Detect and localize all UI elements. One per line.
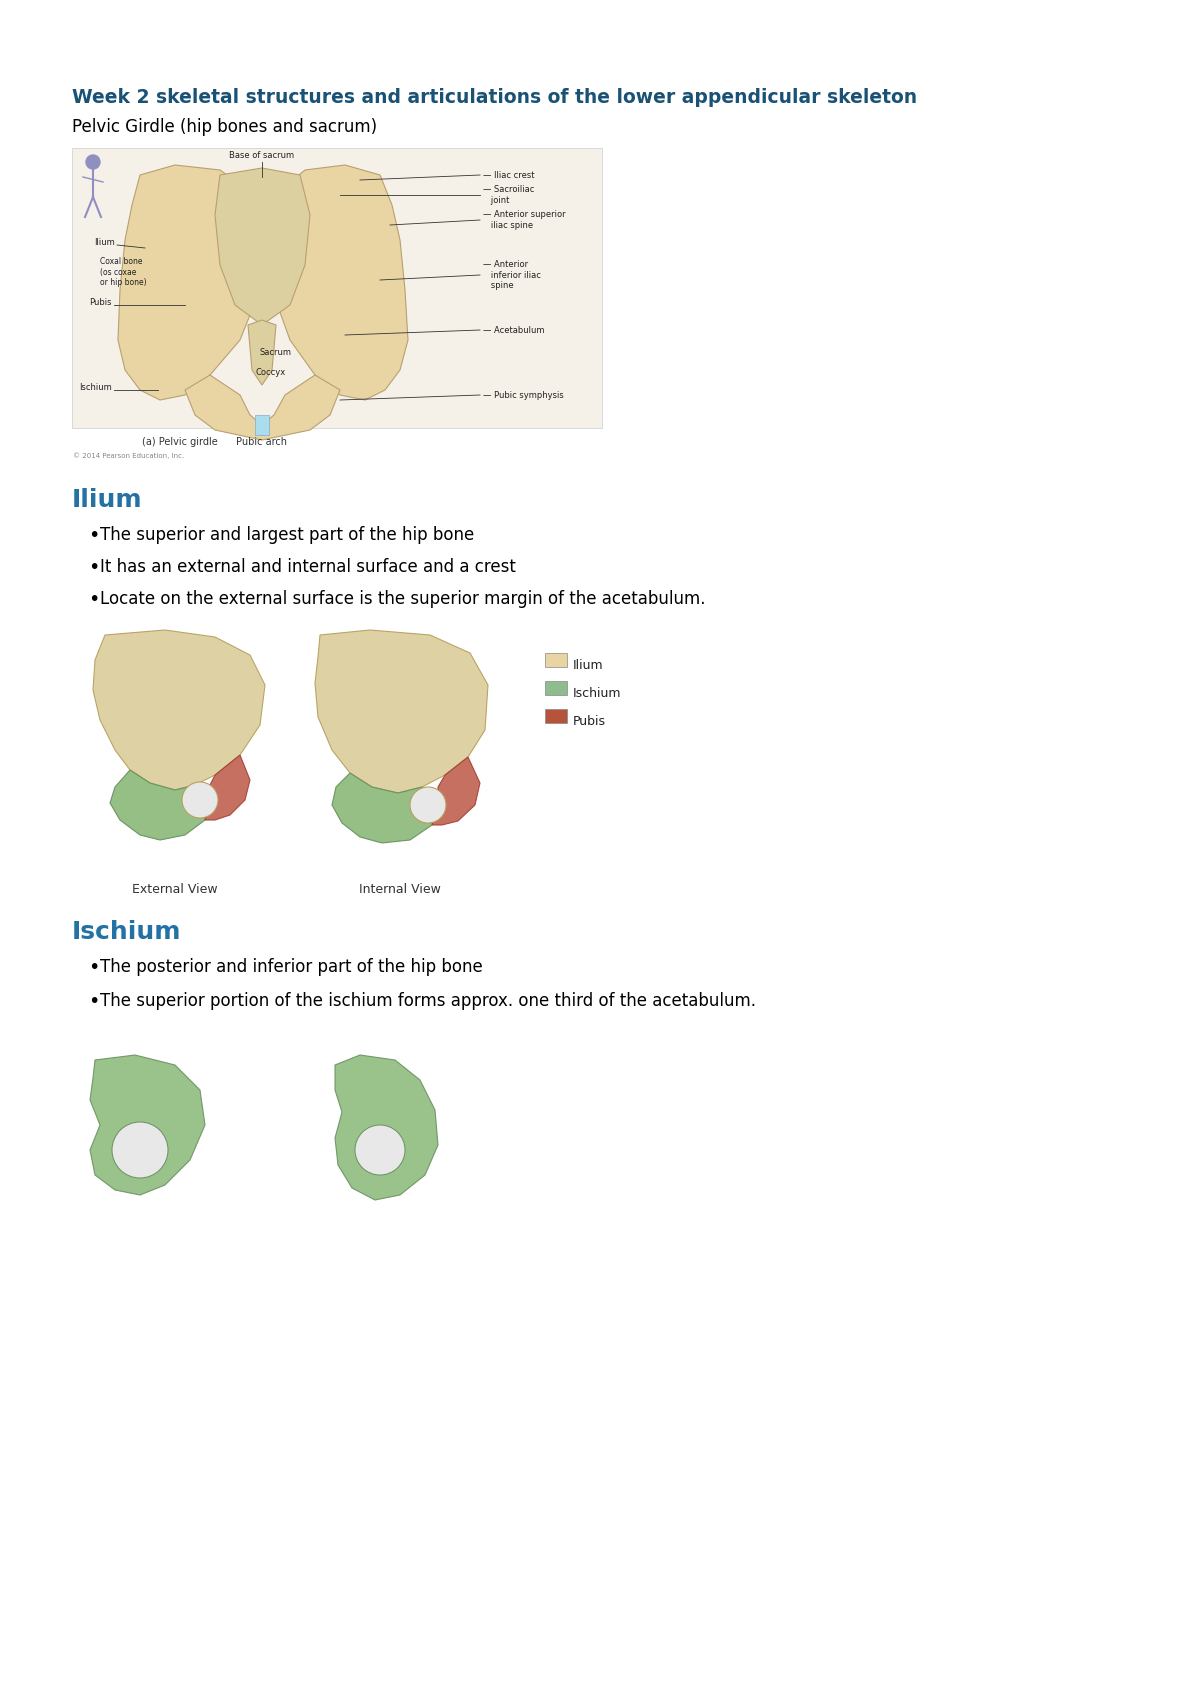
- Text: Sacrum: Sacrum: [260, 348, 292, 357]
- Text: Ilium: Ilium: [574, 659, 604, 672]
- Polygon shape: [90, 1054, 205, 1195]
- Text: Internal View: Internal View: [359, 883, 440, 897]
- Circle shape: [182, 783, 218, 818]
- Bar: [72, 148, 602, 428]
- Text: — Anterior
   inferior iliac
   spine: — Anterior inferior iliac spine: [482, 260, 541, 290]
- Polygon shape: [205, 756, 250, 820]
- Polygon shape: [265, 165, 408, 401]
- Text: •: •: [88, 958, 100, 976]
- Bar: [545, 654, 568, 667]
- Polygon shape: [314, 630, 488, 793]
- Text: © 2014 Pearson Education, Inc.: © 2014 Pearson Education, Inc.: [73, 452, 185, 458]
- Text: — Acetabulum: — Acetabulum: [482, 326, 545, 335]
- Text: Pubic arch: Pubic arch: [236, 436, 288, 447]
- Text: — Iliac crest: — Iliac crest: [482, 170, 534, 180]
- Text: •: •: [88, 992, 100, 1010]
- Text: Locate on the external surface is the superior margin of the acetabulum.: Locate on the external surface is the su…: [100, 589, 706, 608]
- Polygon shape: [110, 769, 210, 841]
- Text: Pubis: Pubis: [90, 299, 112, 307]
- Text: •: •: [88, 526, 100, 545]
- Polygon shape: [215, 168, 310, 324]
- Text: Ilium: Ilium: [72, 487, 143, 513]
- Circle shape: [112, 1122, 168, 1178]
- Text: It has an external and internal surface and a crest: It has an external and internal surface …: [100, 559, 516, 576]
- Text: — Anterior superior
   iliac spine: — Anterior superior iliac spine: [482, 211, 565, 229]
- Polygon shape: [432, 757, 480, 825]
- Polygon shape: [185, 375, 340, 440]
- Circle shape: [410, 786, 446, 824]
- Text: •: •: [88, 559, 100, 577]
- Polygon shape: [248, 319, 276, 385]
- Text: The superior and largest part of the hip bone: The superior and largest part of the hip…: [100, 526, 474, 543]
- Text: Base of sacrum: Base of sacrum: [229, 151, 294, 160]
- Text: Pubis: Pubis: [574, 715, 606, 728]
- Text: — Pubic symphysis: — Pubic symphysis: [482, 391, 564, 399]
- Polygon shape: [332, 773, 438, 842]
- Text: Ilium: Ilium: [95, 238, 115, 246]
- Text: The superior portion of the ischium forms approx. one third of the acetabulum.: The superior portion of the ischium form…: [100, 992, 756, 1010]
- Text: — Sacroiliac
   joint: — Sacroiliac joint: [482, 185, 534, 205]
- Text: Ischium: Ischium: [574, 688, 622, 700]
- Text: •: •: [88, 589, 100, 610]
- Text: The posterior and inferior part of the hip bone: The posterior and inferior part of the h…: [100, 958, 482, 976]
- Bar: [545, 681, 568, 694]
- Text: Ischium: Ischium: [79, 384, 112, 392]
- Circle shape: [355, 1126, 406, 1175]
- Text: (a) Pelvic girdle: (a) Pelvic girdle: [142, 436, 218, 447]
- Bar: [545, 710, 568, 723]
- Polygon shape: [118, 165, 270, 401]
- Text: Pelvic Girdle (hip bones and sacrum): Pelvic Girdle (hip bones and sacrum): [72, 117, 377, 136]
- Circle shape: [86, 155, 100, 170]
- Polygon shape: [335, 1054, 438, 1200]
- Text: Coccyx: Coccyx: [256, 368, 286, 377]
- Bar: [256, 414, 269, 435]
- Text: Coxal bone
(os coxae
or hip bone): Coxal bone (os coxae or hip bone): [100, 256, 146, 287]
- Text: External View: External View: [132, 883, 218, 897]
- Text: Week 2 skeletal structures and articulations of the lower appendicular skeleton: Week 2 skeletal structures and articulat…: [72, 88, 917, 107]
- Polygon shape: [94, 630, 265, 790]
- Text: Ischium: Ischium: [72, 920, 181, 944]
